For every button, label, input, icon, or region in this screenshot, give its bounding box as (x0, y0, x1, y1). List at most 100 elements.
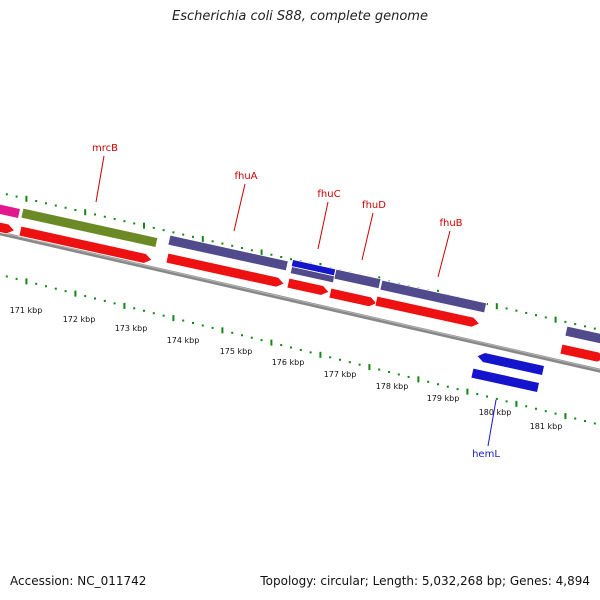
cds-fhuB (374, 295, 481, 328)
inner-tick (192, 322, 194, 324)
cds-mrcB (18, 225, 153, 264)
inner-tick (5, 275, 8, 278)
outer-tick (172, 231, 175, 234)
inner-tick (319, 351, 322, 358)
outer-tick (554, 316, 557, 323)
inner-tick (456, 388, 459, 391)
gene-fhuD-body (333, 268, 382, 290)
cds-mrcB-shape (18, 225, 153, 264)
gene-hemL-2 (470, 367, 540, 393)
gene-pointer-fhuC (317, 201, 329, 250)
kbp-label: 171 kbp (10, 306, 43, 315)
gene-label-fhuD: fhuD (362, 200, 386, 211)
inner-tick (123, 302, 126, 309)
inner-tick (339, 358, 341, 361)
cds-right-edge (559, 343, 600, 363)
inner-tick (260, 339, 263, 342)
gene-pointer-fhuD (361, 212, 374, 261)
inner-tick (299, 348, 302, 351)
gene-pointer-fhuB (437, 230, 451, 278)
inner-tick (495, 397, 498, 400)
gene-hemL (476, 352, 545, 376)
gene-fhuA-body (167, 234, 289, 272)
outer-tick (505, 307, 508, 310)
gene-label-fhuC: fhuC (317, 189, 340, 200)
outer-tick (574, 323, 577, 326)
gene-label-fhuA: fhuA (234, 171, 257, 182)
gene-label-fhuB: fhuB (439, 218, 462, 229)
gene-fhuA (167, 234, 289, 272)
inner-tick (250, 336, 253, 339)
inner-tick (574, 417, 577, 420)
gene-fhuC (289, 266, 336, 284)
inner-tick (388, 371, 390, 373)
gene-label-hemL: hemL (472, 449, 500, 460)
topology-text: Topology: circular; Length: 5,032,268 bp… (260, 574, 590, 588)
gene-fhuC-body (289, 266, 336, 284)
inner-tick (309, 351, 312, 354)
genome-backbone-highlight (0, 231, 600, 371)
inner-tick (368, 364, 371, 371)
inner-tick (544, 410, 547, 413)
outer-tick (192, 235, 194, 238)
cds-fhuC (286, 277, 330, 296)
inner-tick (172, 315, 175, 322)
gene-mrcB-body (20, 207, 159, 249)
kbp-label: 176 kbp (272, 358, 305, 367)
outer-tick (221, 242, 224, 245)
gene-fhuB-body (379, 279, 488, 314)
outer-tick (103, 215, 106, 218)
inner-tick (407, 375, 410, 378)
outer-tick (231, 244, 234, 247)
inner-tick (593, 422, 596, 425)
kbp-label: 179 kbp (427, 394, 460, 403)
inner-tick (25, 278, 28, 285)
cds-left-edge (0, 220, 16, 235)
inner-tick (221, 327, 224, 334)
inner-tick (584, 420, 586, 422)
inner-tick (45, 285, 47, 288)
gene-hemL-2-body (470, 367, 540, 393)
map-title: Escherichia coli S88, complete genome (172, 9, 428, 24)
outer-tick (45, 202, 47, 205)
outer-tick (211, 240, 214, 243)
accession-text: Accession: NC_011742 (10, 574, 147, 588)
outer-tick (525, 311, 528, 314)
gene-fhuB (379, 279, 488, 314)
outer-tick (280, 255, 283, 258)
inner-tick (201, 324, 204, 327)
outer-tick (143, 222, 145, 229)
inner-tick (54, 287, 57, 290)
inner-tick (397, 373, 400, 376)
kbp-label: 180 kbp (479, 408, 512, 417)
inner-tick (113, 302, 116, 305)
inner-tick (525, 405, 528, 408)
kbp-label: 178 kbp (376, 382, 409, 391)
outer-tick (593, 327, 596, 330)
cds-left-edge-shape (0, 220, 16, 235)
outer-tick (544, 316, 547, 319)
inner-tick (446, 385, 449, 388)
kbp-label: 177 kbp (324, 370, 357, 379)
inner-tick (280, 344, 283, 347)
inner-tick (378, 368, 381, 371)
outer-tick (270, 253, 273, 256)
inner-tick (554, 412, 557, 415)
outer-tick (5, 193, 8, 196)
gene-pointer-mrcB (95, 155, 105, 203)
inner-tick (152, 312, 155, 315)
kbp-label: 181 kbp (530, 422, 563, 431)
inner-tick (94, 297, 96, 300)
inner-tick (270, 339, 273, 346)
outer-tick (25, 195, 28, 202)
outer-tick (15, 195, 18, 198)
inner-tick (133, 307, 136, 310)
outer-tick (201, 236, 204, 243)
inner-tick (162, 314, 165, 317)
kbp-label: 174 kbp (167, 336, 200, 345)
inner-tick (505, 400, 508, 403)
inner-tick (35, 282, 38, 285)
inner-tick (437, 383, 439, 386)
inner-tick (290, 346, 292, 349)
outer-tick (260, 249, 263, 256)
